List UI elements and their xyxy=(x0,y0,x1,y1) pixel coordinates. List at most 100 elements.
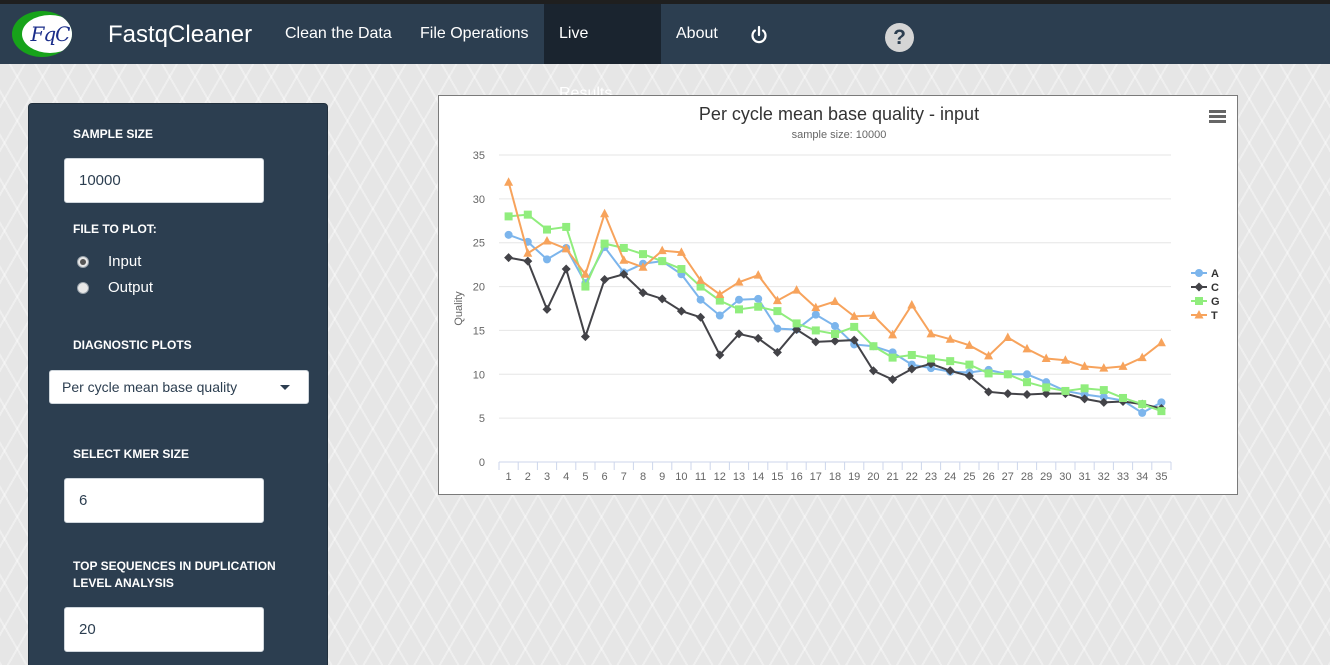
chart-menu-icon[interactable] xyxy=(1209,110,1226,124)
x-tick-label: 24 xyxy=(944,471,956,483)
diagnostic-plots-select[interactable]: Per cycle mean base quality xyxy=(49,370,309,404)
data-point-G xyxy=(1061,386,1070,395)
data-point-G xyxy=(869,342,878,351)
legend-marker-C xyxy=(1194,282,1204,292)
data-point-C xyxy=(1080,394,1090,404)
duplication-top-input[interactable]: 20 xyxy=(64,607,264,652)
data-point-A xyxy=(773,324,782,333)
nav-live-results[interactable]: Live Results xyxy=(544,4,661,102)
data-point-T xyxy=(907,299,917,309)
x-tick-label: 11 xyxy=(695,471,706,483)
data-point-C xyxy=(600,275,610,285)
radio-output-label: Output xyxy=(108,279,154,296)
x-tick-label: 3 xyxy=(544,471,550,483)
legend-label-C: C xyxy=(1211,282,1219,294)
nav-file-operations[interactable]: File Operations xyxy=(420,25,529,42)
data-point-T xyxy=(1041,353,1051,362)
x-tick-label: 34 xyxy=(1136,471,1148,483)
data-point-G xyxy=(984,369,993,378)
x-tick-label: 21 xyxy=(886,471,898,483)
data-point-A xyxy=(543,255,551,264)
data-point-G xyxy=(1042,383,1051,392)
data-point-G xyxy=(581,282,590,291)
x-tick-label: 23 xyxy=(925,471,937,483)
data-point-G xyxy=(965,360,974,369)
data-point-G xyxy=(850,322,859,331)
data-point-A xyxy=(735,295,743,304)
data-point-A xyxy=(1157,398,1166,407)
data-point-T xyxy=(619,255,629,264)
radio-output-button[interactable] xyxy=(77,282,89,294)
data-point-C xyxy=(811,337,821,347)
data-point-C xyxy=(561,264,571,274)
sample-size-input[interactable]: 10000 xyxy=(64,158,264,203)
data-point-A xyxy=(696,295,705,304)
kmer-size-label: SELECT KMER SIZE xyxy=(73,447,190,461)
nav-about[interactable]: About xyxy=(676,25,718,42)
data-point-C xyxy=(1022,389,1032,399)
data-point-G xyxy=(811,326,820,335)
data-point-C xyxy=(830,336,840,346)
data-point-C xyxy=(984,387,994,397)
data-point-T xyxy=(868,310,878,320)
y-tick-label: 25 xyxy=(473,238,485,250)
data-point-T xyxy=(580,269,590,278)
radio-input-button[interactable] xyxy=(77,256,89,268)
data-point-T xyxy=(830,296,840,305)
nav-clean-data[interactable]: Clean the Data xyxy=(285,25,392,42)
data-point-C xyxy=(696,312,706,322)
help-icon[interactable]: ? xyxy=(885,23,914,52)
data-point-T xyxy=(696,275,706,284)
x-tick-label: 19 xyxy=(848,471,860,483)
x-tick-label: 6 xyxy=(602,471,608,483)
data-point-C xyxy=(580,332,590,342)
x-tick-label: 26 xyxy=(982,471,994,483)
kmer-size-input[interactable]: 6 xyxy=(64,478,264,523)
y-tick-label: 30 xyxy=(473,194,485,206)
power-icon[interactable] xyxy=(748,24,770,46)
data-point-T xyxy=(849,311,859,320)
x-tick-label: 17 xyxy=(810,471,822,483)
data-point-T xyxy=(542,235,552,245)
data-point-C xyxy=(504,253,514,263)
data-point-T xyxy=(984,350,994,360)
data-point-G xyxy=(754,302,763,311)
brand-title[interactable]: FastqCleaner xyxy=(108,21,253,48)
data-point-A xyxy=(831,322,839,331)
chart-subtitle: sample size: 10000 xyxy=(791,129,887,141)
logo-text: FqC xyxy=(22,15,72,53)
sample-size-label: SAMPLE SIZE xyxy=(73,127,154,141)
x-tick-label: 16 xyxy=(790,471,802,483)
top-navbar: FqC FastqCleaner Clean the Data File Ope… xyxy=(0,0,1330,102)
data-point-C xyxy=(542,304,552,314)
y-tick-label: 0 xyxy=(479,457,485,469)
fqc-logo[interactable]: FqC xyxy=(12,11,72,57)
data-point-C xyxy=(753,333,763,343)
x-tick-label: 18 xyxy=(829,471,841,483)
data-point-A xyxy=(1023,370,1031,379)
data-point-C xyxy=(888,375,898,385)
data-point-C xyxy=(619,269,629,279)
data-point-T xyxy=(657,245,667,255)
data-point-A xyxy=(754,294,763,303)
x-tick-label: 29 xyxy=(1040,471,1052,483)
data-point-T xyxy=(811,302,821,312)
x-tick-label: 5 xyxy=(582,471,588,483)
x-tick-label: 9 xyxy=(659,471,665,483)
data-point-G xyxy=(696,282,705,291)
x-tick-label: 8 xyxy=(640,471,646,483)
data-point-G xyxy=(523,210,532,219)
legend-label-A: A xyxy=(1211,268,1219,280)
diagnostic-plots-label: DIAGNOSTIC PLOTS xyxy=(73,338,192,352)
data-point-T xyxy=(523,248,533,257)
data-point-T xyxy=(1156,337,1166,347)
data-point-T xyxy=(1080,361,1090,370)
data-point-C xyxy=(907,364,917,374)
file-to-plot-label: FILE TO PLOT: xyxy=(73,222,157,236)
y-axis-title: Quality xyxy=(453,291,465,326)
data-point-G xyxy=(600,239,609,248)
data-point-G xyxy=(927,354,935,363)
data-point-C xyxy=(638,288,648,298)
data-point-G xyxy=(1023,378,1031,387)
